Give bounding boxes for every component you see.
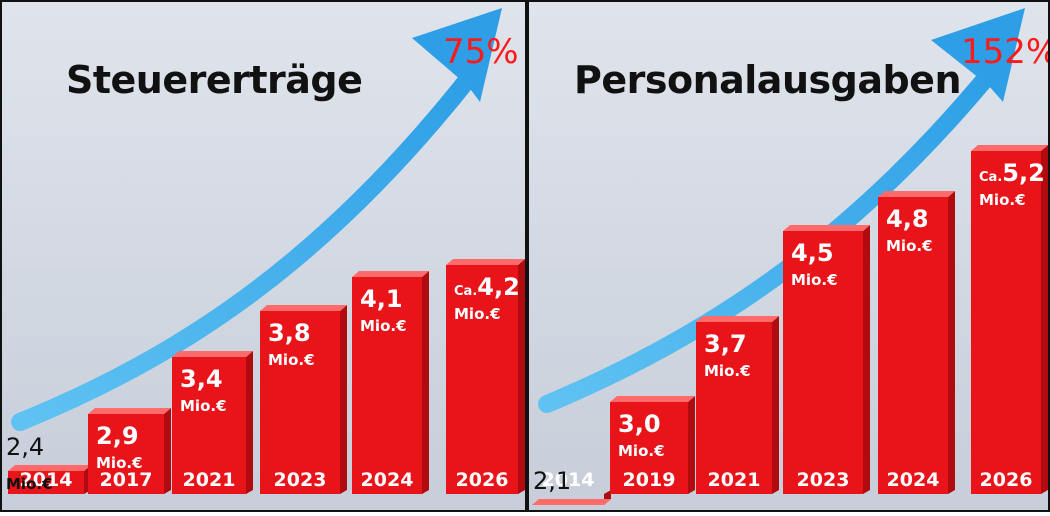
bar-top: [260, 305, 347, 311]
bar-group: 2023 4,5 Mio.€: [783, 225, 870, 494]
value-label: Ca.4,2: [454, 273, 520, 301]
unit-label: Mio.€: [979, 191, 1026, 209]
bar: [971, 151, 1041, 494]
bar-side: [1041, 145, 1048, 494]
bar-side: [688, 396, 695, 494]
bar-top: [971, 145, 1048, 151]
chart-panel-steuerertraege: 2014 2,4 Mio.€ 2017 2,9 Mio.€ 2021 3,4 Mio.€ 2023…: [0, 0, 527, 512]
growth-arrow-head: [412, 8, 502, 102]
unit-label: Mio.€: [791, 271, 838, 289]
unit-label: Mio.€: [360, 317, 407, 335]
bar-side: [518, 259, 525, 494]
unit-label: Mio.€: [454, 305, 501, 323]
bar-top: [352, 271, 429, 277]
value-label: 2,1: [533, 467, 571, 495]
unit-label: Mio.€: [618, 442, 665, 460]
category-label: 2014: [542, 469, 595, 491]
growth-label: 75%: [443, 32, 519, 72]
bar: [610, 402, 688, 494]
bar-group: 2024 4,1 Mio.€: [352, 271, 429, 494]
bar-side: [164, 408, 171, 494]
bar-top: [446, 259, 525, 265]
bar-side: [340, 305, 347, 494]
growth-arrow-head: [931, 8, 1025, 102]
category-label: 2026: [980, 469, 1033, 491]
bar-top: [696, 316, 779, 322]
bar-top: [783, 225, 870, 231]
bar-side: [948, 191, 955, 494]
value-prefix: Ca.: [979, 170, 1002, 185]
category-label: 2026: [456, 469, 509, 491]
bar-group: 2021 3,7 Mio.€: [696, 316, 779, 494]
bar: [783, 231, 863, 494]
chart-svg-personalausgaben: 20142,1Mio.€20193,0Mio.€20213,7Mio.€2023…: [532, 8, 1048, 510]
growth-arrow: [11, 65, 481, 431]
bar-top: [88, 408, 171, 414]
bar-group: 2026 Ca.4,2 Mio.€: [446, 259, 525, 494]
bar: [172, 357, 246, 494]
bar-side: [246, 351, 253, 494]
unit-label: Mio.€: [96, 454, 143, 472]
bar: [696, 322, 772, 494]
value-label: 3,0: [618, 410, 661, 438]
growth-label: 152%: [961, 32, 1050, 72]
category-label: 2023: [797, 469, 850, 491]
value-label: 3,7: [704, 330, 747, 358]
bar-group: 2019 3,0 Mio.€: [610, 396, 695, 494]
bar-top: [878, 191, 955, 197]
bar-top: [172, 351, 253, 357]
unit-label: Mio.€: [268, 351, 315, 369]
bar: [352, 277, 422, 494]
value-label: 4,5: [791, 239, 834, 267]
value-label: 2,9: [96, 422, 139, 450]
bar-side: [772, 316, 779, 494]
category-label: 2017: [100, 469, 153, 491]
bar-group: 2024 4,8 Mio.€: [878, 191, 955, 494]
category-label: 2019: [623, 469, 676, 491]
category-label: 2023: [274, 469, 327, 491]
unit-label: Mio.€: [886, 237, 933, 255]
bar: [446, 265, 518, 494]
bar-top: [8, 465, 91, 471]
chart-panel-personalausgaben: 20142,1Mio.€20193,0Mio.€20213,7Mio.€2023…: [527, 0, 1050, 512]
category-label: 2024: [887, 469, 940, 491]
chart-title: Steuererträge: [66, 58, 363, 102]
value-label: 4,8: [886, 205, 929, 233]
bar-top: [532, 499, 611, 505]
value-label: 3,8: [268, 319, 311, 347]
category-label: 2021: [708, 469, 761, 491]
bar-group: 2023 3,8 Mio.€: [260, 305, 347, 494]
bar: [260, 311, 340, 494]
unit-label: Mio.€: [180, 397, 227, 415]
bar: [88, 414, 164, 494]
chart-title: Personalausgaben: [574, 58, 962, 102]
value-label: 4,1: [360, 285, 403, 313]
unit-label: Mio.€: [704, 362, 751, 380]
bar: [878, 197, 948, 494]
bar: [8, 471, 84, 494]
bar-group: 2014 2,4 Mio.€: [6, 433, 91, 494]
value-label: Ca.5,2: [979, 159, 1045, 187]
value-prefix: Ca.: [454, 284, 477, 299]
bar-side: [422, 271, 429, 494]
unit-label: Mio.€: [6, 475, 53, 493]
value-number: 5,2: [1002, 159, 1045, 187]
bar-side: [863, 225, 870, 494]
category-label: 2021: [183, 469, 236, 491]
value-label: 2,4: [6, 433, 44, 461]
category-label: 2014: [20, 469, 73, 491]
value-number: 4,2: [477, 273, 520, 301]
bar-top: [610, 396, 695, 402]
unit-label: Mio.€: [533, 509, 580, 510]
bar-group: 2017 2,9 Mio.€: [88, 408, 171, 494]
bar-group: 2021 3,4 Mio.€: [172, 351, 253, 494]
bar-group: 2026 Ca.5,2 Mio.€: [971, 145, 1048, 494]
value-label: 3,4: [180, 365, 223, 393]
category-label: 2024: [361, 469, 414, 491]
